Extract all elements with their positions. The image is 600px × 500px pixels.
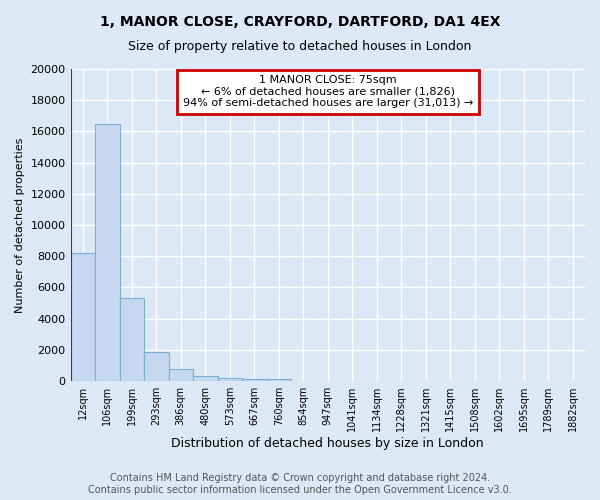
Bar: [71, 253, 95, 381]
Bar: [266, 378, 291, 381]
Text: Size of property relative to detached houses in London: Size of property relative to detached ho…: [128, 40, 472, 53]
Bar: [144, 352, 169, 381]
Bar: [169, 368, 193, 381]
Bar: [242, 378, 266, 381]
X-axis label: Distribution of detached houses by size in London: Distribution of detached houses by size …: [172, 437, 484, 450]
Bar: [193, 376, 218, 381]
Text: 1 MANOR CLOSE: 75sqm
← 6% of detached houses are smaller (1,826)
94% of semi-det: 1 MANOR CLOSE: 75sqm ← 6% of detached ho…: [182, 75, 473, 108]
Bar: [218, 378, 242, 381]
Text: Contains HM Land Registry data © Crown copyright and database right 2024.
Contai: Contains HM Land Registry data © Crown c…: [88, 474, 512, 495]
Text: 1, MANOR CLOSE, CRAYFORD, DARTFORD, DA1 4EX: 1, MANOR CLOSE, CRAYFORD, DARTFORD, DA1 …: [100, 15, 500, 29]
Bar: [95, 124, 119, 381]
Y-axis label: Number of detached properties: Number of detached properties: [15, 138, 25, 312]
Bar: [119, 298, 144, 381]
